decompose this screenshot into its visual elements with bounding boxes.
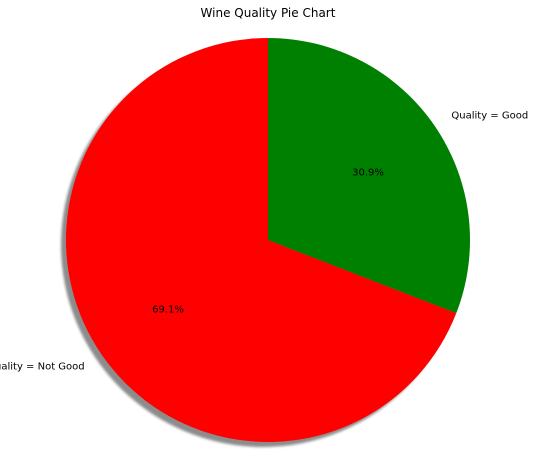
pct-label-good: 30.9% — [352, 168, 384, 179]
pie-slices — [65, 38, 470, 443]
pie-labels: Quality = Not Good 69.1% Quality = Good 30.… — [0, 111, 528, 373]
slice-label-not-good: Quality = Not Good — [0, 361, 85, 372]
pie-slice-good — [268, 38, 470, 314]
slice-label-good: Quality = Good — [451, 111, 528, 122]
chart-title: Wine Quality Pie Chart — [201, 6, 336, 20]
pct-label-not-good: 69.1% — [152, 304, 184, 315]
pie-slice-not-good — [65, 38, 457, 443]
